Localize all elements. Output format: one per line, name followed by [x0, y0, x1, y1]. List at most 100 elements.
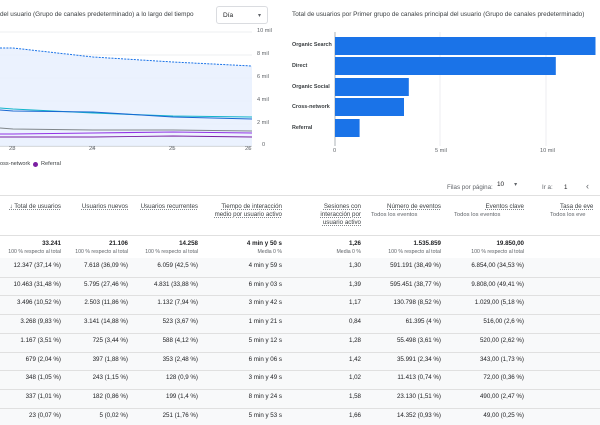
- table-cell: 55.498 (3,61 %): [396, 336, 441, 344]
- table-cell: 1.029,00 (5,18 %): [474, 299, 524, 307]
- bar-x-tick: 5 mil: [435, 148, 447, 154]
- table-cell: 1.132 (7,94 %): [157, 299, 198, 307]
- table-cell: 182 (0,86 %): [92, 392, 128, 400]
- table-cell: 591.191 (38,49 %): [390, 262, 441, 269]
- goto-label: Ir a:: [542, 184, 553, 191]
- table-cell: 11.413 (0,74 %): [397, 374, 441, 382]
- bar-referral[interactable]: [335, 119, 360, 137]
- bar-organic-search[interactable]: [335, 37, 596, 55]
- table-cell: 1 min y 21 s: [248, 318, 282, 326]
- chevron-down-icon: ▾: [257, 12, 261, 19]
- total-sub: 100 % respecto al total: [145, 249, 198, 255]
- rows-per-page-value: 10: [497, 181, 505, 188]
- row-divider: [0, 388, 600, 390]
- table-cell: 1,66: [348, 411, 361, 419]
- table-cell: 2.503 (11,86 %): [84, 299, 128, 307]
- row-divider: [0, 351, 600, 353]
- series-line-5: [0, 131, 253, 135]
- bar-label: Organic Search: [292, 42, 332, 48]
- rows-per-page-select[interactable]: 10 ▾: [497, 181, 517, 188]
- table-cell: 251 (1,76 %): [162, 411, 198, 419]
- table-cell: 199 (1,4 %): [166, 392, 198, 400]
- series-line-6: [0, 135, 253, 138]
- series-line-top: [0, 47, 253, 67]
- line-chart: [0, 31, 253, 150]
- table-cell: 1,42: [348, 355, 361, 363]
- table-cell: 1,02: [348, 374, 361, 382]
- table-cell: 14.352 (0,93 %): [396, 411, 441, 419]
- table-cell: 243 (1,15 %): [92, 374, 128, 382]
- table-cell: 337 (1,01 %): [25, 392, 61, 400]
- table-cell: 5 min y 12 s: [248, 336, 282, 344]
- column-filter-dropdown[interactable]: Todos los eventos: [371, 212, 418, 218]
- table-cell: 343,00 (1,73 %): [479, 355, 524, 363]
- goto-input[interactable]: 1: [564, 184, 568, 191]
- series-area-top: [0, 48, 252, 146]
- column-header[interactable]: Sesiones con interacción por usuario act…: [320, 203, 361, 226]
- table-body-bg: [0, 258, 600, 425]
- column-header[interactable]: Eventos clave: [485, 203, 524, 210]
- y-tick: 8 mil: [257, 51, 269, 57]
- prev-page-icon[interactable]: ‹: [586, 181, 589, 191]
- table-cell: 9.808,00 (49,41 %): [471, 280, 524, 288]
- table-cell: 130.798 (8,52 %): [393, 299, 441, 307]
- x-tick: 25: [169, 146, 176, 152]
- bar-chart-title: Total de usuarios por Primer grupo de ca…: [292, 11, 585, 18]
- line-chart-title: del usuario (Grupo de canales predetermi…: [0, 11, 194, 18]
- row-divider: [0, 295, 600, 297]
- total-sub: 100 % respecto al total: [8, 249, 61, 255]
- row-divider: [0, 407, 600, 409]
- table-cell: 1.167 (3,51 %): [20, 336, 61, 344]
- legend-item[interactable]: oss-network: [0, 161, 30, 167]
- period-dropdown[interactable]: Día ▾: [216, 6, 268, 24]
- column-filter-dropdown[interactable]: Todos los eve: [550, 212, 586, 218]
- bar-cross-network[interactable]: [335, 98, 404, 116]
- table-cell: 3 min y 42 s: [248, 299, 282, 307]
- table-cell: 3.141 (14,88 %): [83, 318, 128, 326]
- table-cell: 725 (3,44 %): [92, 336, 128, 344]
- legend-item[interactable]: Referral: [33, 161, 61, 167]
- bar-direct[interactable]: [335, 57, 556, 75]
- table-cell: 6.059 (42,5 %): [157, 262, 198, 269]
- total-value: 33.241: [42, 240, 61, 247]
- total-sub: 100 % respecto al total: [75, 249, 128, 255]
- bar-label: Referral: [292, 125, 313, 131]
- table-cell: 4.831 (33,88 %): [153, 280, 198, 288]
- x-tick: 24: [89, 146, 96, 152]
- total-sub: Media 0 %: [257, 249, 282, 255]
- column-filter-dropdown[interactable]: Todos los eventos: [454, 212, 501, 218]
- table-cell: 1,39: [348, 280, 361, 288]
- table-cell: 3 min y 49 s: [248, 374, 282, 382]
- table-cell: 3.268 (9,83 %): [20, 318, 61, 326]
- row-divider: [0, 314, 600, 316]
- legend-label: oss-network: [0, 161, 31, 167]
- total-value: 21.106: [109, 240, 128, 247]
- bar-label: Cross-network: [292, 104, 330, 110]
- total-value: 1,26: [348, 240, 361, 247]
- total-value: 14.258: [179, 240, 198, 247]
- legend-dot-icon: [33, 161, 38, 167]
- bar-label: Direct: [292, 63, 308, 69]
- total-value: 1.535.859: [413, 240, 441, 247]
- column-header[interactable]: Usuarios recurrentes: [140, 203, 198, 210]
- column-header[interactable]: Tasa de eve: [560, 203, 594, 210]
- column-header[interactable]: Número de eventos: [387, 203, 441, 210]
- column-header[interactable]: Tiempo de interacción medio por usuario …: [214, 203, 282, 218]
- column-header[interactable]: ↓ Total de usuarios: [9, 203, 61, 210]
- table-cell: 10.463 (31,48 %): [13, 280, 61, 288]
- table-cell: 12.347 (37,14 %): [13, 262, 61, 269]
- bar-organic-social[interactable]: [335, 78, 409, 96]
- y-tick: 2 mil: [257, 120, 269, 126]
- y-tick: 10 mil: [257, 28, 272, 34]
- total-value: 19.850,00: [496, 240, 524, 247]
- x-tick: 26: [245, 146, 252, 152]
- series-line-2: [0, 107, 253, 118]
- table-cell: 6 min y 06 s: [248, 355, 282, 363]
- table-cell: 23.130 (1,51 %): [396, 392, 441, 400]
- x-tick: 23: [9, 146, 16, 152]
- divider: [0, 195, 600, 196]
- y-tick: 6 mil: [257, 74, 269, 80]
- legend-label: Referral: [41, 161, 61, 167]
- bar-x-tick: 10 mil: [540, 148, 555, 154]
- column-header[interactable]: Usuarios nuevos: [81, 203, 128, 210]
